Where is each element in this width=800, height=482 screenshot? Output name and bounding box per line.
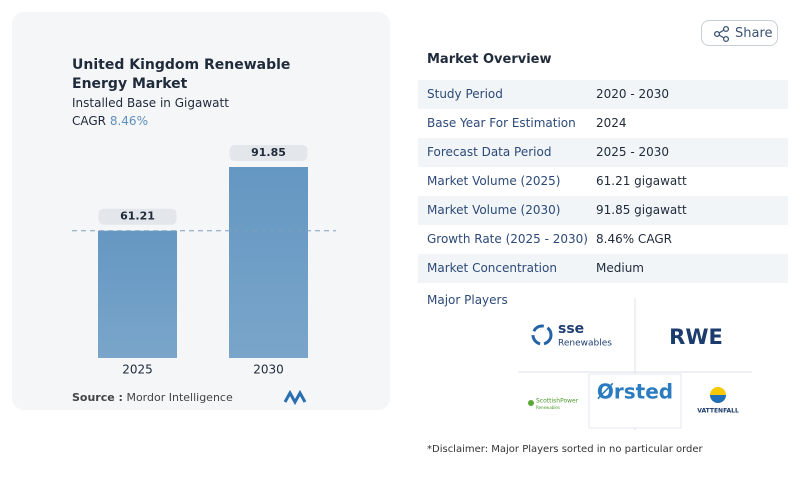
cagr-value: 8.46% xyxy=(109,114,148,128)
chart-title: United Kingdom Renewable Energy Market xyxy=(72,57,291,92)
row-value: 61.21 gigawatt xyxy=(596,174,687,188)
source-label: Source : xyxy=(72,391,123,404)
source-name: Mordor Intelligence xyxy=(126,391,233,404)
cagr-label: CAGR xyxy=(72,114,107,128)
share-button[interactable]: Share xyxy=(701,20,778,46)
overview-row: Forecast Data Period 2025 - 2030 xyxy=(418,138,788,167)
logo-orsted: Ørsted xyxy=(597,380,673,404)
row-label: Market Volume (2030) xyxy=(427,203,561,217)
overview-title: Market Overview xyxy=(427,52,552,67)
source: Source : Mordor Intelligence xyxy=(72,391,233,404)
logo-sse: sse xyxy=(558,321,584,337)
overview-row: Market Volume (2025) 61.21 gigawatt xyxy=(418,167,788,196)
row-value: 2024 xyxy=(596,116,627,130)
row-value: Medium xyxy=(596,261,644,275)
overview-row: Market Concentration Medium xyxy=(418,254,788,283)
row-value: 2020 - 2030 xyxy=(596,87,670,101)
cagr: CAGR 8.46% xyxy=(72,114,148,128)
row-value: 2025 - 2030 xyxy=(596,145,670,159)
row-value: 8.46% CAGR xyxy=(596,232,672,246)
overview-row: Base Year For Estimation 2024 xyxy=(418,109,788,138)
row-label: Market Volume (2025) xyxy=(427,174,561,188)
overview-row: Study Period 2020 - 2030 xyxy=(418,80,788,109)
logo-sse-sub: Renewables xyxy=(558,339,612,349)
share-label: Share xyxy=(735,26,773,41)
row-label: Forecast Data Period xyxy=(427,145,552,159)
logos: sse Renewables RWE ScottishPower Renewab… xyxy=(518,298,752,430)
logo-rwe: RWE xyxy=(669,325,723,349)
chart-card xyxy=(12,12,390,410)
overview-table: Study Period 2020 - 2030 Base Year For Est… xyxy=(418,80,788,283)
row-label: Study Period xyxy=(427,87,503,101)
row-value: 91.85 gigawatt xyxy=(596,203,687,217)
logo-scottishpower: ScottishPower xyxy=(536,398,579,405)
players-title: Major Players xyxy=(427,293,508,307)
share-icon xyxy=(713,25,730,43)
disclaimer: *Disclaimer: Major Players sorted in no … xyxy=(427,444,703,455)
logo-vattenfall: VATTENFALL xyxy=(697,408,739,415)
row-label: Base Year For Estimation xyxy=(427,116,576,130)
chart-subtitle: Installed Base in Gigawatt xyxy=(72,96,229,110)
overview-row: Market Volume (2030) 91.85 gigawatt xyxy=(418,196,788,225)
row-label: Market Concentration xyxy=(427,261,557,275)
overview-row: Growth Rate (2025 - 2030) 8.46% CAGR xyxy=(418,225,788,254)
logo-scottishpower-sub: Renewables xyxy=(536,405,560,410)
row-label: Growth Rate (2025 - 2030) xyxy=(427,232,588,246)
